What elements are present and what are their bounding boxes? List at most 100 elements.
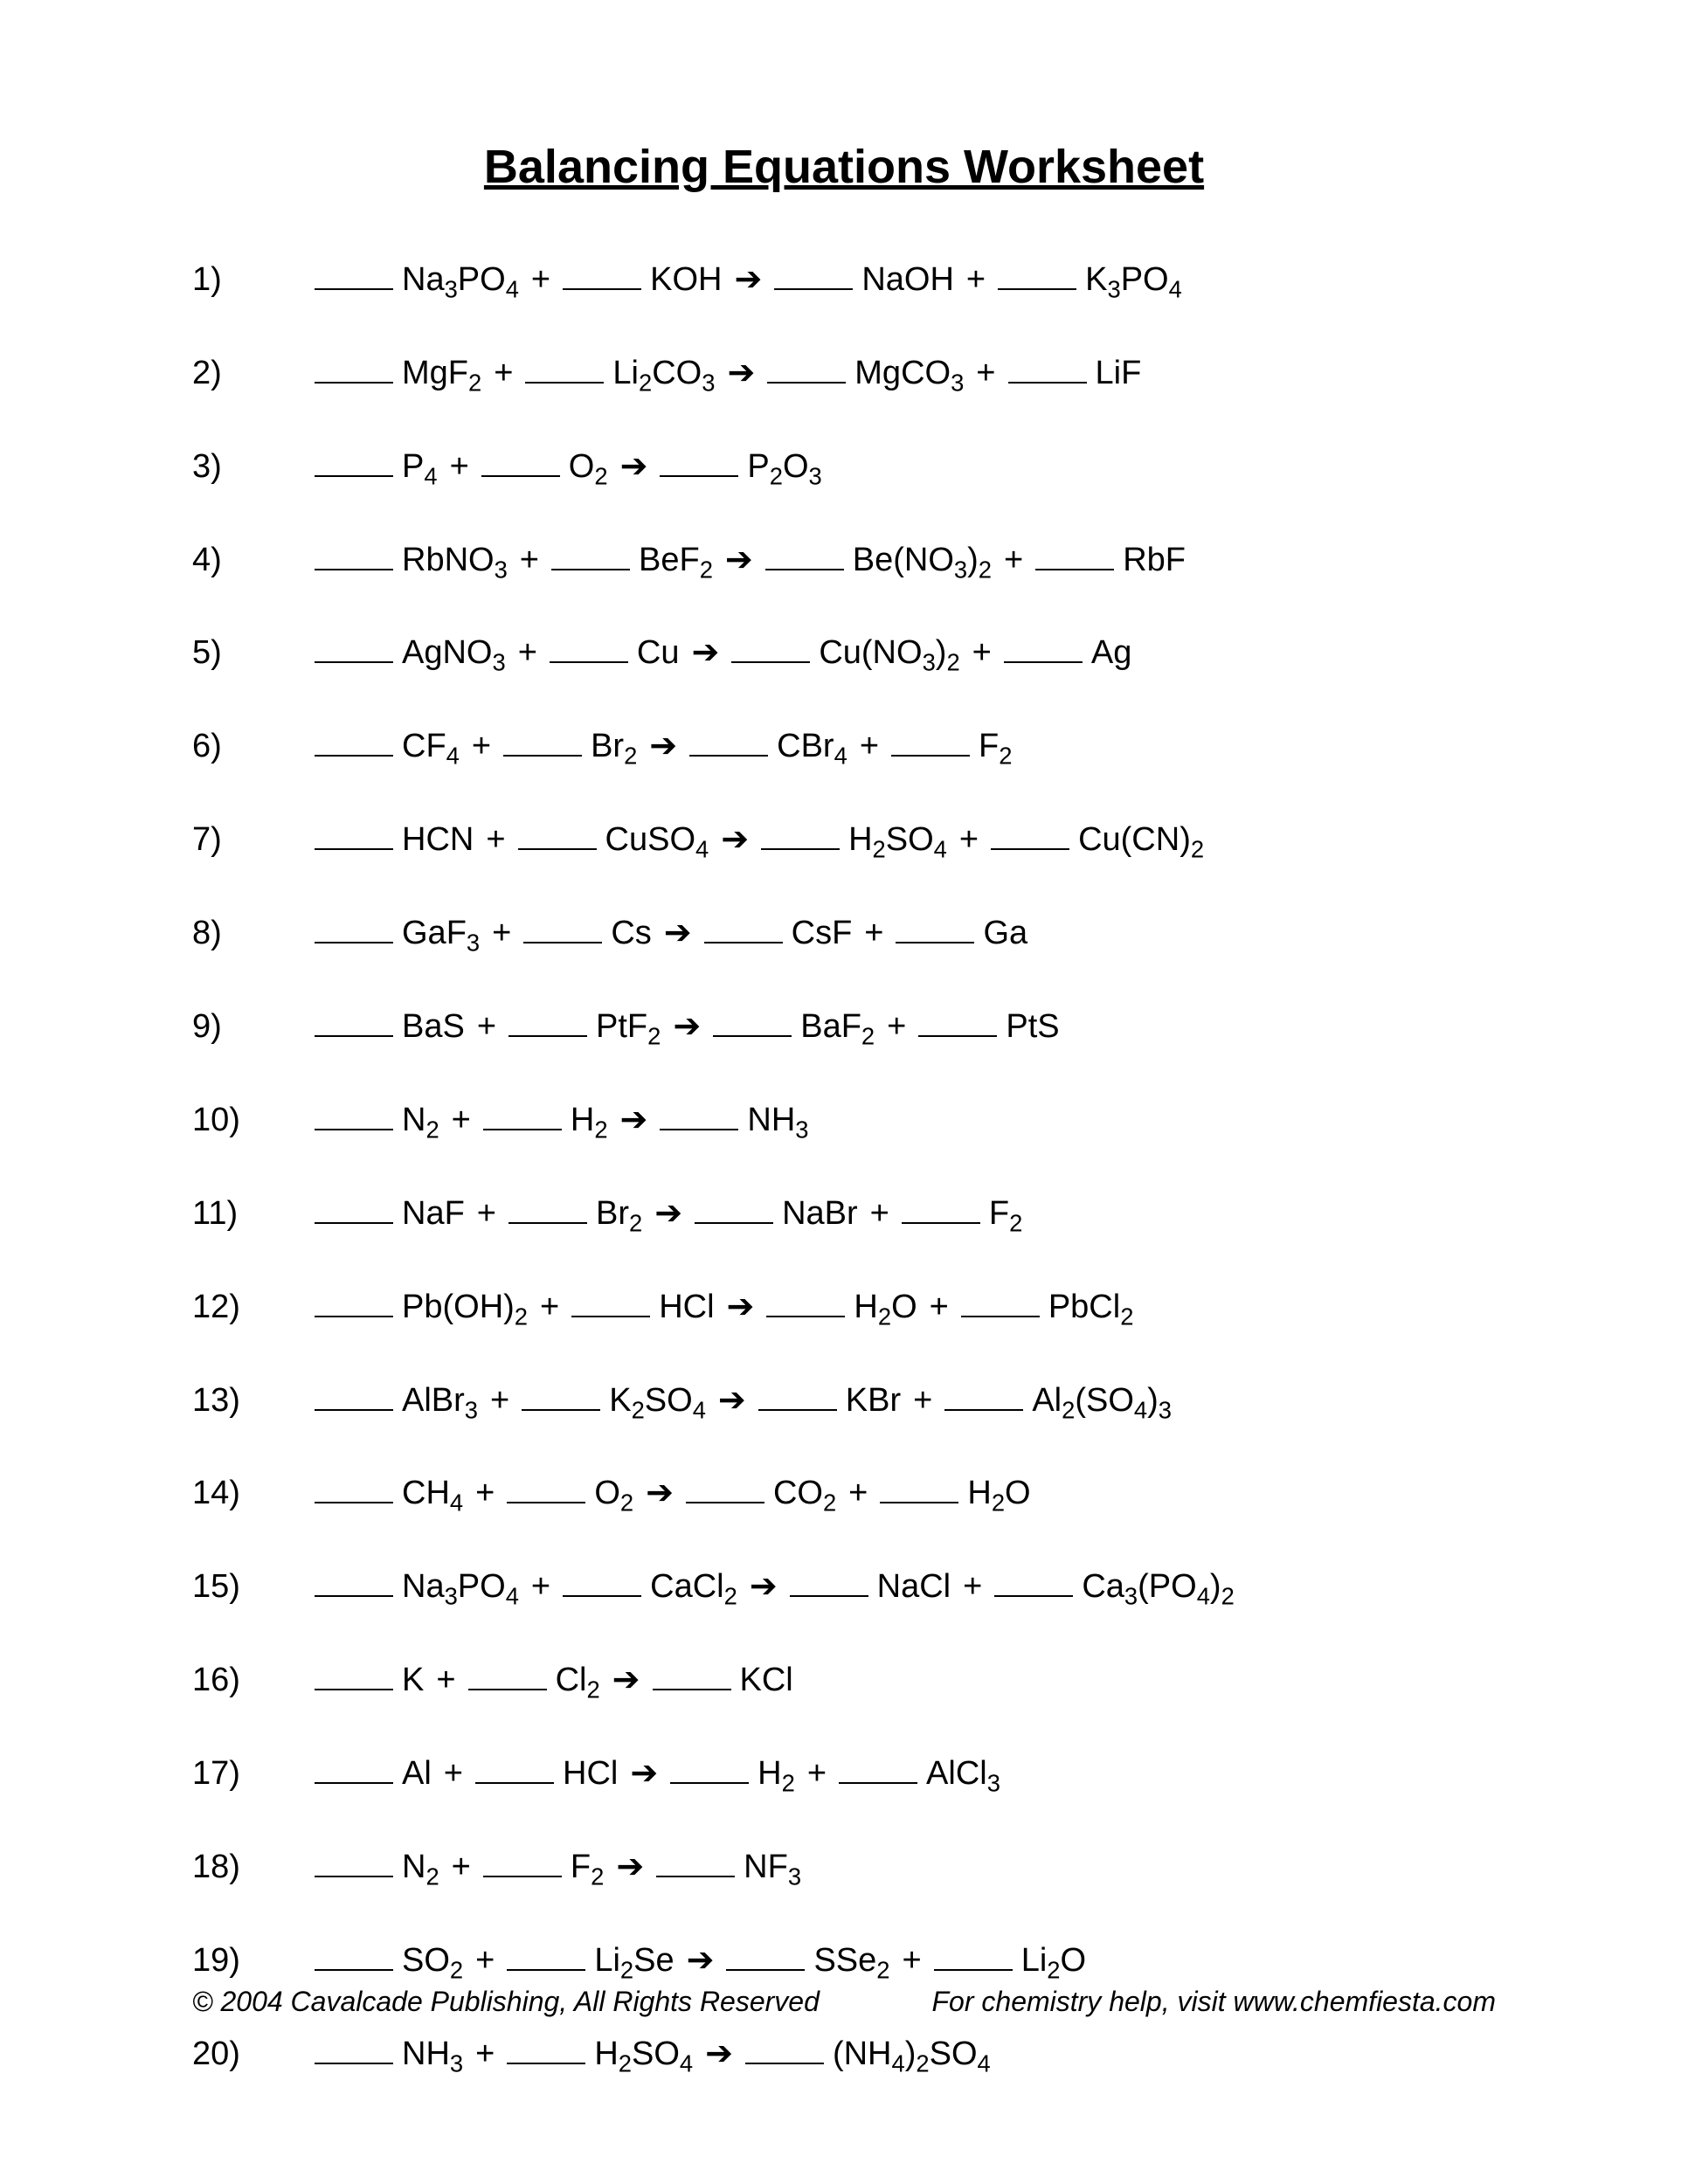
coefficient-blank[interactable]	[790, 1562, 868, 1597]
coefficient-blank[interactable]	[315, 1002, 393, 1037]
coefficient-blank[interactable]	[550, 629, 628, 664]
coefficient-blank[interactable]	[315, 2029, 393, 2064]
coefficient-blank[interactable]	[689, 722, 768, 757]
coefficient-blank[interactable]	[880, 1469, 958, 1504]
equation-number: 15)	[192, 1568, 315, 1606]
equation-number: 20)	[192, 2035, 315, 2073]
equation-body: MgF2+Li2CO3➔MgCO3+LiF	[315, 349, 1141, 392]
coefficient-blank[interactable]	[483, 1842, 562, 1877]
coefficient-blank[interactable]	[998, 255, 1076, 290]
coefficient-blank[interactable]	[483, 1095, 562, 1130]
coefficient-blank[interactable]	[525, 349, 604, 384]
reaction-arrow-icon: ➔	[664, 913, 692, 952]
reaction-arrow-icon: ➔	[630, 1753, 658, 1793]
plus-sign: +	[477, 1008, 496, 1046]
equation-body: CF4+Br2➔CBr4+F2	[315, 722, 1012, 765]
coefficient-blank[interactable]	[896, 909, 974, 943]
plus-sign: +	[475, 1942, 495, 1980]
coefficient-blank[interactable]	[468, 1655, 547, 1690]
coefficient-blank[interactable]	[713, 1002, 792, 1037]
coefficient-blank[interactable]	[551, 536, 630, 570]
plus-sign: +	[452, 1102, 471, 1139]
coefficient-blank[interactable]	[902, 1189, 980, 1224]
plus-sign: +	[887, 1008, 906, 1046]
plus-sign: +	[972, 634, 992, 672]
coefficient-blank[interactable]	[571, 1282, 650, 1317]
coefficient-blank[interactable]	[934, 1936, 1013, 1971]
coefficient-blank[interactable]	[774, 255, 853, 290]
coefficient-blank[interactable]	[656, 1842, 735, 1877]
equation-number: 5)	[192, 634, 315, 672]
coefficient-blank[interactable]	[507, 1469, 585, 1504]
coefficient-blank[interactable]	[481, 442, 560, 477]
coefficient-blank[interactable]	[1035, 536, 1114, 570]
coefficient-blank[interactable]	[315, 442, 393, 477]
plus-sign: +	[930, 1289, 949, 1326]
coefficient-blank[interactable]	[315, 722, 393, 757]
coefficient-blank[interactable]	[726, 1936, 805, 1971]
coefficient-blank[interactable]	[507, 2029, 585, 2064]
coefficient-blank[interactable]	[918, 1002, 997, 1037]
coefficient-blank[interactable]	[961, 1282, 1040, 1317]
coefficient-blank[interactable]	[315, 815, 393, 850]
coefficient-blank[interactable]	[1004, 629, 1083, 664]
coefficient-blank[interactable]	[507, 1936, 585, 1971]
coefficient-blank[interactable]	[563, 1562, 641, 1597]
coefficient-blank[interactable]	[695, 1189, 773, 1224]
coefficient-blank[interactable]	[315, 536, 393, 570]
coefficient-blank[interactable]	[315, 349, 393, 384]
coefficient-blank[interactable]	[315, 1376, 393, 1411]
coefficient-blank[interactable]	[518, 815, 597, 850]
equation-row: 14)CH4+O2➔CO2+H2O	[192, 1469, 1496, 1513]
coefficient-blank[interactable]	[315, 1469, 393, 1504]
reaction-arrow-icon: ➔	[705, 2034, 733, 2073]
coefficient-blank[interactable]	[315, 255, 393, 290]
coefficient-blank[interactable]	[994, 1562, 1073, 1597]
equation-number: 19)	[192, 1942, 315, 1980]
coefficient-blank[interactable]	[315, 1655, 393, 1690]
coefficient-blank[interactable]	[315, 1095, 393, 1130]
coefficient-blank[interactable]	[508, 1189, 587, 1224]
coefficient-blank[interactable]	[704, 909, 783, 943]
coefficient-blank[interactable]	[891, 722, 970, 757]
coefficient-blank[interactable]	[761, 815, 840, 850]
coefficient-blank[interactable]	[944, 1376, 1023, 1411]
plus-sign: +	[870, 1195, 889, 1233]
coefficient-blank[interactable]	[766, 1282, 845, 1317]
coefficient-blank[interactable]	[315, 1936, 393, 1971]
equation-row: 20)NH3+H2SO4➔(NH4)2SO4	[192, 2029, 1496, 2073]
coefficient-blank[interactable]	[991, 815, 1069, 850]
coefficient-blank[interactable]	[660, 442, 738, 477]
coefficient-blank[interactable]	[315, 909, 393, 943]
reaction-arrow-icon: ➔	[687, 1940, 715, 1980]
coefficient-blank[interactable]	[731, 629, 810, 664]
coefficient-blank[interactable]	[745, 2029, 824, 2064]
coefficient-blank[interactable]	[315, 629, 393, 664]
coefficient-blank[interactable]	[315, 1189, 393, 1224]
coefficient-blank[interactable]	[1008, 349, 1087, 384]
coefficient-blank[interactable]	[765, 536, 844, 570]
plus-sign: +	[864, 915, 883, 952]
coefficient-blank[interactable]	[563, 255, 641, 290]
coefficient-blank[interactable]	[508, 1002, 587, 1037]
coefficient-blank[interactable]	[315, 1842, 393, 1877]
equation-body: HCN+CuSO4➔H2SO4+Cu(CN)2	[315, 815, 1204, 859]
coefficient-blank[interactable]	[670, 1749, 749, 1784]
coefficient-blank[interactable]	[758, 1376, 837, 1411]
coefficient-blank[interactable]	[839, 1749, 917, 1784]
plus-sign: +	[472, 728, 491, 765]
coefficient-blank[interactable]	[653, 1655, 731, 1690]
coefficient-blank[interactable]	[315, 1562, 393, 1597]
coefficient-blank[interactable]	[315, 1749, 393, 1784]
equation-number: 2)	[192, 355, 315, 392]
coefficient-blank[interactable]	[523, 909, 602, 943]
copyright-text: © 2004 Cavalcade Publishing, All Rights …	[192, 1986, 820, 2018]
plus-sign: +	[913, 1382, 932, 1420]
coefficient-blank[interactable]	[503, 722, 582, 757]
coefficient-blank[interactable]	[686, 1469, 764, 1504]
coefficient-blank[interactable]	[315, 1282, 393, 1317]
coefficient-blank[interactable]	[522, 1376, 600, 1411]
coefficient-blank[interactable]	[475, 1749, 554, 1784]
coefficient-blank[interactable]	[660, 1095, 738, 1130]
coefficient-blank[interactable]	[767, 349, 846, 384]
